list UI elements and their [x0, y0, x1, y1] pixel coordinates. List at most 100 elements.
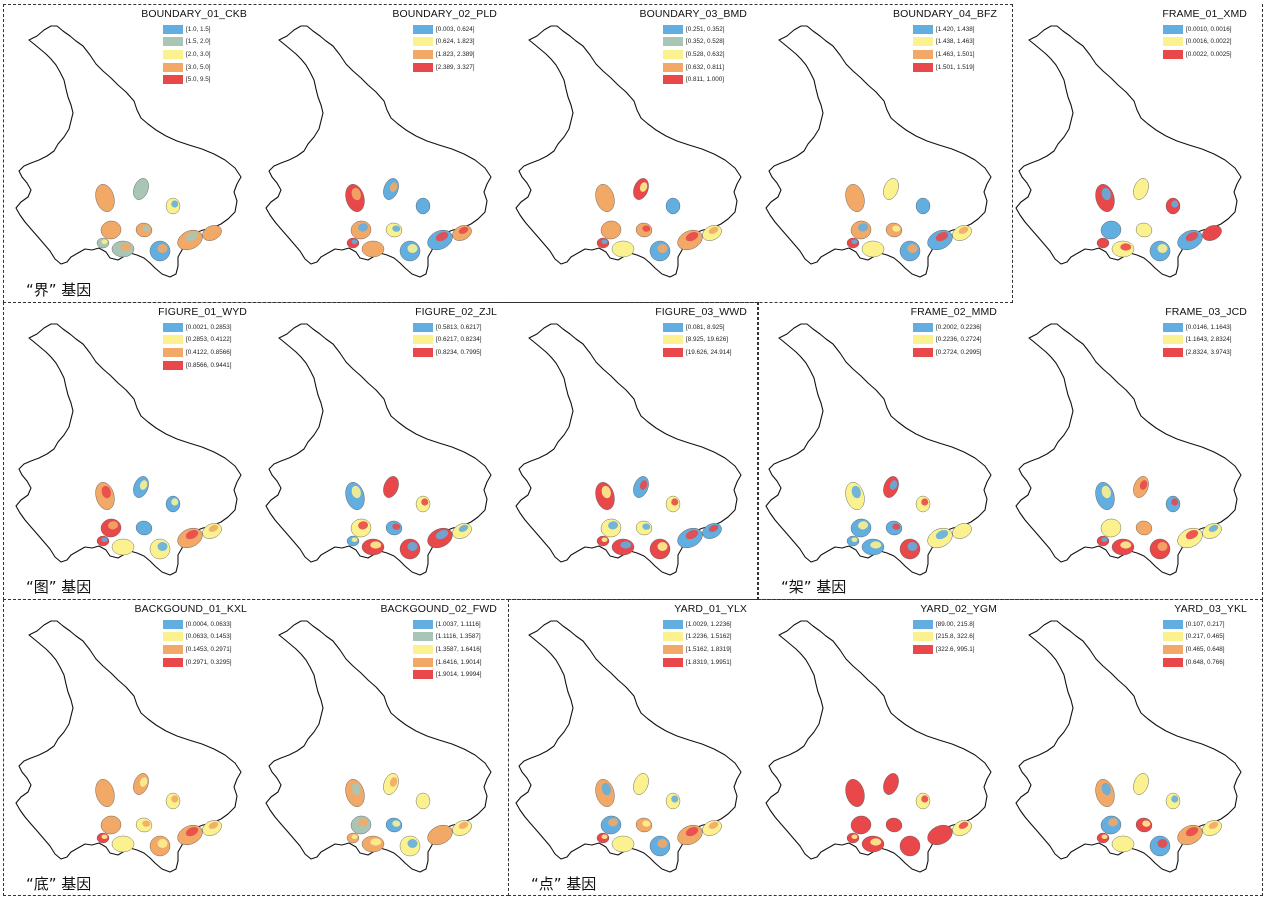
legend-range-label: [322.6, 995.1]: [936, 645, 975, 653]
legend-entry: [1.5162, 1.8319]: [663, 643, 732, 656]
map-cluster: [415, 495, 431, 513]
legend-range-label: [0.217, 0.465]: [1186, 633, 1225, 641]
legend-range-label: [3.0, 5.0]: [186, 63, 211, 71]
map-cluster: [95, 184, 115, 212]
legend-swatch: [163, 62, 183, 72]
legend-swatch: [163, 75, 183, 85]
map-cluster: [135, 817, 153, 833]
panel-title: FIGURE_01_WYD: [158, 306, 247, 318]
legend-entry: [1.5, 2.0]: [163, 36, 211, 49]
map-cluster: [452, 820, 472, 836]
legend-entry: [1.501, 1.519]: [913, 61, 975, 74]
map-cluster: [452, 225, 472, 241]
map-cluster: [133, 178, 149, 200]
legend-range-label: [0.0022, 0.0025]: [1186, 50, 1232, 58]
map-cluster: [111, 538, 135, 556]
legend-entry: [1.420, 1.438]: [913, 23, 975, 36]
legend-swatch: [663, 644, 683, 654]
legend-swatch: [413, 347, 433, 357]
map-panel: BOUNDARY_03_BMD [0.251, 0.352] [0.352, 0.5…: [513, 8, 755, 298]
province-outline: [515, 620, 742, 873]
map-cluster: [361, 835, 385, 853]
map-cluster: [149, 538, 171, 560]
map-cluster: [385, 222, 403, 238]
map-cluster: [1096, 237, 1110, 249]
legend-swatch: [1163, 619, 1183, 629]
map-cluster: [1149, 835, 1171, 857]
map-cluster: [885, 817, 903, 833]
legend-entry: [0.0633, 0.1453]: [163, 631, 232, 644]
map-cluster: [427, 824, 453, 846]
legend-swatch: [663, 37, 683, 47]
map-cluster: [350, 220, 372, 240]
map-cluster: [135, 222, 153, 238]
map-cluster: [885, 520, 903, 536]
legend-range-label: [1.3587, 1.6416]: [436, 645, 482, 653]
legend: [0.5813, 0.6217] [0.6217, 0.8234] [0.8234,…: [413, 321, 482, 359]
panel-title: BOUNDARY_03_BMD: [639, 8, 747, 20]
map-cluster: [649, 835, 671, 857]
legend-swatch: [663, 619, 683, 629]
map-cluster: [600, 518, 622, 538]
map-cluster: [1133, 476, 1149, 498]
map-cluster: [135, 520, 153, 536]
map-cluster: [399, 835, 421, 857]
map-cluster: [165, 495, 181, 513]
legend-range-label: [0.811, 1.000]: [686, 76, 725, 84]
map-cluster: [95, 482, 115, 510]
legend-swatch: [163, 335, 183, 345]
map-cluster: [883, 773, 899, 795]
province-outline: [765, 323, 992, 576]
legend-range-label: [1.0037, 1.1116]: [436, 620, 481, 628]
map-cluster: [345, 482, 365, 510]
map-cluster: [883, 476, 899, 498]
map-cluster: [899, 538, 921, 560]
province-outline: [1015, 620, 1242, 873]
map-cluster: [633, 773, 649, 795]
legend-entry: [0.0021, 0.2853]: [163, 321, 232, 334]
legend-swatch: [1163, 632, 1183, 642]
legend: [0.0021, 0.2853] [0.2853, 0.4122] [0.4122,…: [163, 321, 232, 371]
legend-entry: [8.925, 19.626]: [663, 334, 732, 347]
panel-title: BOUNDARY_01_CKB: [141, 8, 247, 20]
legend-swatch: [163, 49, 183, 59]
province-outline: [265, 620, 492, 873]
legend-range-label: [89.00, 215.8]: [936, 620, 975, 628]
legend-entry: [0.632, 0.811]: [663, 61, 725, 74]
legend-swatch: [663, 322, 683, 332]
panel-title: FIGURE_03_WWD: [655, 306, 747, 318]
map-cluster: [202, 820, 222, 836]
map-cluster: [361, 538, 385, 556]
map-cluster: [1100, 220, 1122, 240]
legend-entry: [1.6416, 1.9014]: [413, 656, 482, 669]
map-cluster: [399, 240, 421, 262]
legend-range-label: [0.5813, 0.6217]: [436, 323, 482, 331]
map-cluster: [202, 523, 222, 539]
province-outline: [765, 620, 992, 873]
legend-swatch: [663, 49, 683, 59]
map-cluster: [415, 197, 431, 215]
map-cluster: [177, 229, 203, 251]
panel-title: BACKGOUND_01_KXL: [134, 603, 247, 615]
map-cluster: [665, 792, 681, 810]
legend-entry: [1.1116, 1.3587]: [413, 631, 482, 644]
legend-range-label: [0.251, 0.352]: [686, 25, 725, 33]
map-cluster: [96, 237, 110, 249]
map-cluster: [95, 779, 115, 807]
map-cluster: [1100, 518, 1122, 538]
legend-swatch: [413, 49, 433, 59]
legend-entry: [1.438, 1.463]: [913, 36, 975, 49]
region-yard-genes: [508, 599, 1263, 896]
map-cluster: [702, 225, 722, 241]
legend-range-label: [0.2971, 0.3295]: [186, 658, 232, 666]
map-cluster: [346, 535, 360, 547]
map-cluster: [1133, 178, 1149, 200]
map-cluster: [600, 220, 622, 240]
legend-entry: [1.1643, 2.8324]: [1163, 334, 1232, 347]
map-cluster: [1096, 535, 1110, 547]
legend-entry: [0.8566, 0.9441]: [163, 359, 232, 372]
legend-range-label: [0.107, 0.217]: [1186, 620, 1225, 628]
map-cluster: [350, 518, 372, 538]
legend-swatch: [163, 657, 183, 667]
map-cluster: [165, 197, 181, 215]
